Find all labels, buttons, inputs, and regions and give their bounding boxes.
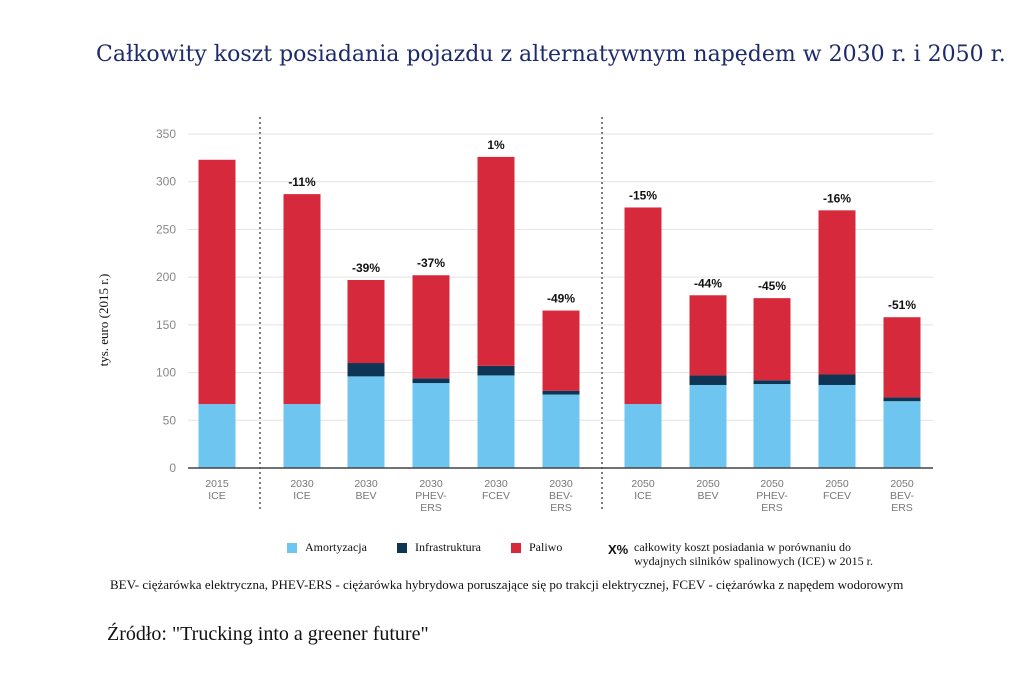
percent-note: X% całkowity koszt posiadania w porównan…	[608, 540, 873, 568]
y-axis-label: tys. euro (2015 r.)	[96, 274, 111, 367]
bar-segment	[412, 383, 450, 468]
bar-label: 1%	[487, 138, 505, 152]
x-tick-label: 2030	[290, 478, 314, 490]
legend-swatch	[511, 543, 521, 553]
x-tick-label: ICE	[634, 490, 652, 502]
y-tick-label: 300	[156, 175, 176, 189]
bar-segment	[689, 295, 727, 376]
x-tick-label: 2030	[484, 478, 508, 490]
bar-label: -44%	[694, 276, 722, 290]
percent-note-symbol: X%	[608, 542, 629, 557]
y-tick-label: 100	[156, 366, 176, 380]
x-tick-label: PHEV-	[756, 490, 788, 502]
bar-label: -39%	[352, 261, 380, 275]
bar-segment	[347, 280, 385, 364]
bar-segment	[883, 401, 921, 468]
x-tick-label: ERS	[891, 502, 913, 514]
bar-segment	[347, 376, 385, 468]
bar-segment	[412, 275, 450, 379]
y-tick-label: 0	[169, 461, 176, 475]
x-tick-label: 2030	[354, 478, 378, 490]
bar-segment	[883, 397, 921, 402]
bar-segment	[542, 390, 580, 395]
bar-segment	[283, 404, 321, 468]
bar-segment	[412, 378, 450, 384]
x-tick-label: ERS	[761, 502, 783, 514]
percent-note-line1: całkowity koszt posiadania w porównaniu …	[634, 540, 851, 554]
bar-segment	[689, 375, 727, 385]
bar-segment	[198, 159, 236, 405]
bar-segment	[283, 194, 321, 405]
x-tick-label: ERS	[420, 502, 442, 514]
bar-label: -16%	[823, 191, 851, 205]
bar-segment	[477, 375, 515, 468]
bar-label: -45%	[758, 279, 786, 293]
bar-segment	[883, 317, 921, 398]
bar-segment	[542, 310, 580, 391]
bar-label: -11%	[288, 175, 316, 189]
bar-segment	[624, 404, 662, 468]
source-note: Źródło: "Trucking into a greener future"	[107, 623, 429, 645]
percent-note-line2: wydajnych silników spalinowych (ICE) w 2…	[634, 554, 873, 568]
bar-segment	[689, 384, 727, 468]
bar-label: -49%	[547, 292, 575, 306]
y-tick-label: 200	[156, 270, 176, 284]
x-tick-label: FCEV	[823, 490, 851, 502]
bar-segment	[753, 380, 791, 385]
x-tick-label: BEV-	[549, 490, 573, 502]
x-tick-label: 2050	[696, 478, 720, 490]
bar-segment	[347, 363, 385, 377]
legend: Amortyzacja Infrastruktura Paliwo	[287, 540, 562, 554]
legend-label: Paliwo	[529, 540, 562, 554]
x-tick-label: FCEV	[482, 490, 510, 502]
x-tick-label: ERS	[550, 502, 572, 514]
x-tick-label: 2050	[631, 478, 655, 490]
x-tick-label: BEV	[697, 490, 718, 502]
bar-segment	[477, 156, 515, 366]
chart-title: Całkowity koszt posiadania pojazdu z alt…	[96, 42, 1006, 67]
x-tick-label: ICE	[293, 490, 311, 502]
legend-label: Amortyzacja	[305, 540, 368, 554]
legend-swatch	[287, 543, 297, 553]
legend-swatch	[397, 543, 407, 553]
x-tick-label: PHEV-	[415, 490, 447, 502]
bar-segment	[624, 207, 662, 405]
bar-label: -37%	[417, 256, 445, 270]
x-tick-label: BEV-	[890, 490, 914, 502]
bar-segment	[477, 365, 515, 376]
x-tick-label: ICE	[208, 490, 226, 502]
x-tick-label: 2030	[549, 478, 573, 490]
x-axis-ticks: 2015ICE2030ICE2030BEV2030PHEV-ERS2030FCE…	[205, 478, 914, 514]
period-dividers	[259, 117, 603, 512]
bar-segment	[753, 298, 791, 381]
bars	[198, 156, 921, 468]
x-tick-label: BEV	[355, 490, 376, 502]
bar-segment	[818, 384, 856, 468]
x-tick-label: 2030	[419, 478, 443, 490]
legend-label: Infrastruktura	[415, 540, 482, 554]
bar-segment	[818, 210, 856, 375]
y-tick-label: 250	[156, 222, 176, 236]
bar-segment	[198, 404, 236, 468]
x-tick-label: 2015	[205, 478, 229, 490]
bar-segment	[753, 384, 791, 468]
bar-labels: -11% -39% -37% 1% -49% -15% -44% -45% -16% -51%	[288, 138, 916, 312]
bar-segment	[542, 394, 580, 468]
bar-label: -15%	[629, 188, 657, 202]
x-tick-label: 2050	[890, 478, 914, 490]
bar-segment	[818, 374, 856, 385]
y-tick-label: 50	[163, 413, 177, 427]
bar-label: -51%	[888, 298, 916, 312]
y-tick-label: 350	[156, 127, 176, 141]
x-tick-label: 2050	[825, 478, 849, 490]
y-tick-label: 150	[156, 318, 176, 332]
y-axis-ticks: 0 50 100 150 200 250 300 350	[156, 127, 176, 475]
x-tick-label: 2050	[760, 478, 784, 490]
footnote: BEV- ciężarówka elektryczna, PHEV-ERS - …	[110, 577, 904, 592]
